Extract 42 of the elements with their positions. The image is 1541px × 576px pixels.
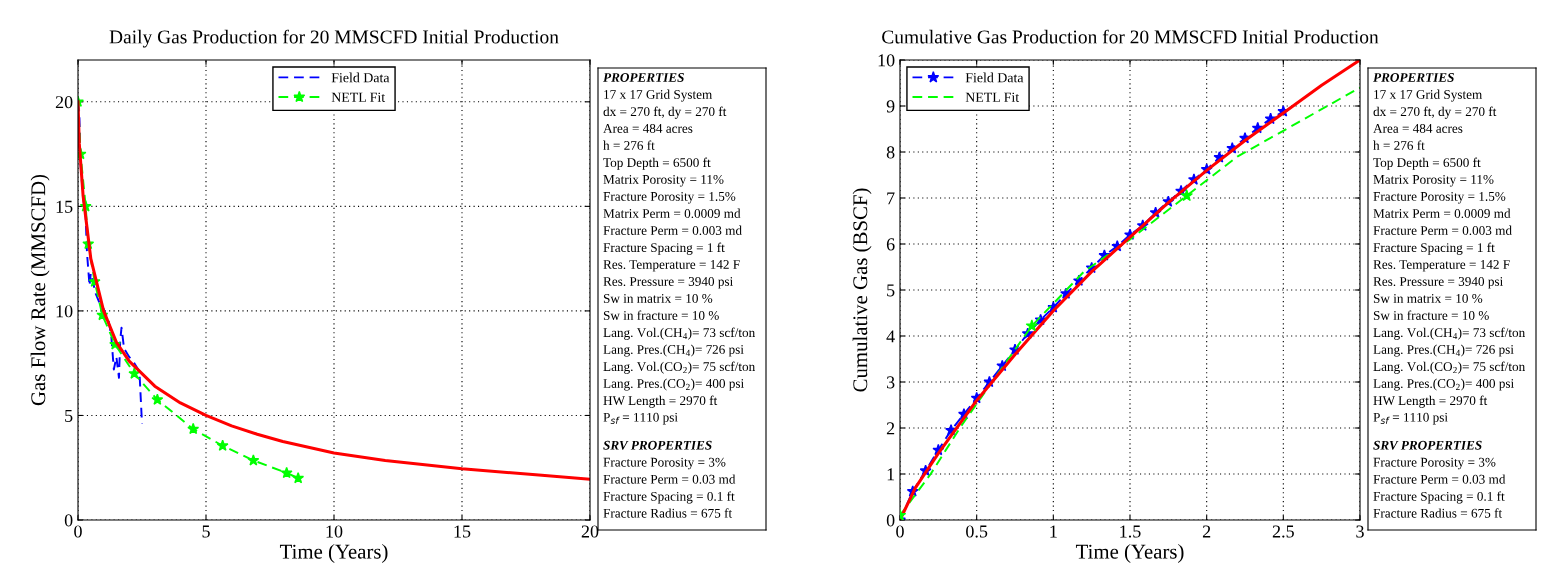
x-tick-label: 2.5 [1272, 525, 1294, 538]
y-tick-label: 20 [55, 96, 73, 109]
x-tick-label: 20 [581, 525, 599, 538]
legend-label: Field Data [331, 72, 390, 83]
text: SRV PROPERTIES Fracture Porosity = 3% Fracture Perm = 0.03 md Fracture Spacing = 0.1 ft Fracture Radius = 675 ft [603, 440, 736, 518]
y-axis-title: Gas Flow Rate (MMSCFD) [30, 174, 50, 406]
x-tick-label: 15 [454, 525, 471, 538]
chart-title: Daily Gas Production for 20 MMSCFD Initial Production [109, 29, 559, 48]
x-tick-label: 2 [1202, 525, 1211, 538]
legend-label: NETL Fit [965, 92, 1020, 102]
y-tick-label: 7 [887, 192, 895, 205]
x-tick-label: 1.5 [1120, 525, 1141, 538]
legend-label: Field Data [965, 72, 1024, 83]
x-axis-title: Time (Years) [279, 544, 388, 563]
y-tick-label: 15 [56, 200, 73, 213]
y-tick-label: 5 [887, 284, 895, 297]
text: SRV PROPERTIES Fracture Porosity = 3% Fracture Perm = 0.03 md Fracture Spacing = 0.1 ft Fracture Radius = 675 ft [1373, 440, 1506, 518]
x-tick-label: 3 [1356, 525, 1364, 538]
y-tick-label: 9 [886, 100, 895, 113]
x-tick-label: 0 [896, 525, 904, 538]
y-tick-label: 5 [65, 409, 73, 422]
y-tick-label: 4 [886, 330, 895, 343]
y-tick-label: 2 [886, 422, 895, 435]
x-tick-label: 10 [326, 525, 343, 538]
y-tick-label: 6 [886, 238, 895, 251]
x-axis-title: Time (Years) [1075, 544, 1184, 563]
text: PROPERTIES 17 x 17 Grid System dx = 270 ft, dy = 270 ft Area = 484 acres h = 276 ft Top Depth = 6500 ft Matrix Porosity = 11% Fracture Porosity = 1.5% Matrix Perm = 0.0009 md Fracture Perm = 0.003 md Fracture Spacing = 1 ft Res. Temperature = 142 F Res. Pressure = 3940 psi Sw in matrix = 10 % Sw in fracture = 10 % Lang. Vol.(CH$_{4}$)= 73 scf/ton Lang. Pres.(CH$_{4}$)= 726 psi Lang. Vol.(CO$_{2}$)= 75 scf/ton Lang. Pres.(CO$_{2}$)= 400 psi HW Length = 2970 ft P$_{sf}$ = 1110 psi [1373, 73, 1525, 425]
text: PROPERTIES 17 x 17 Grid System dx = 270 ft, dy = 270 ft Area = 484 acres h = 276 ft Top Depth = 6500 ft Matrix Porosity = 11% Fracture Porosity = 1.5% Matrix Perm = 0.0009 md Fracture Perm = 0.003 md Fracture Spacing = 1 ft Res. Temperature = 142 F Res. Pressure = 3940 psi Sw in matrix = 10 % Sw in fracture = 10 % Lang. Vol.(CH$_{4}$)= 73 scf/ton Lang. Pres.(CH$_{4}$)= 726 psi Lang. Vol.(CO$_{2}$)= 75 scf/ton Lang. Pres.(CO$_{2}$)= 400 psi HW Length = 2970 ft P$_{sf}$ = 1110 psi [603, 73, 755, 425]
x-tick-label: 5 [202, 525, 210, 538]
y-axis-title: Cumulative Gas (BSCF) [852, 188, 872, 392]
x-tick-label: 0.5 [966, 525, 988, 538]
legend-label: NETL Fit [331, 92, 386, 102]
y-tick-label: 10 [878, 54, 895, 67]
x-tick-label: 0 [74, 525, 82, 538]
y-tick-label: 10 [56, 305, 73, 318]
y-tick-label: 1 [887, 468, 895, 481]
y-tick-label: 8 [886, 146, 895, 159]
y-tick-label: 3 [886, 376, 895, 389]
y-tick-label: 0 [64, 514, 73, 527]
chart-title: Cumulative Gas Production for 20 MMSCFD Initial Production [882, 29, 1379, 44]
y-tick-label: 0 [886, 514, 895, 527]
x-tick-label: 1 [1050, 525, 1057, 538]
